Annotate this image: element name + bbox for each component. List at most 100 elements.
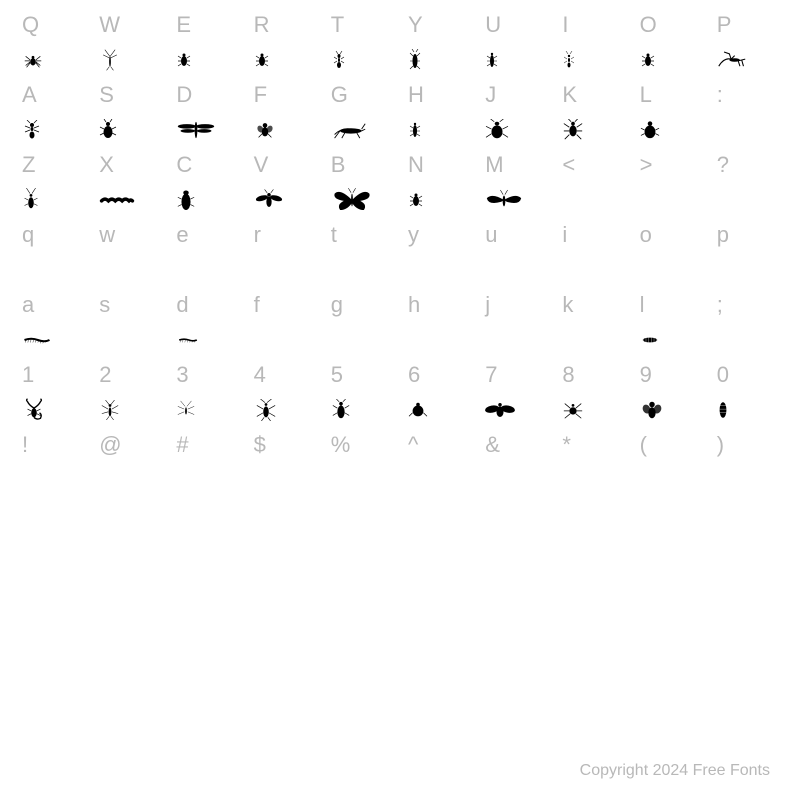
- char-label-cell: f: [246, 288, 323, 321]
- glyph-cell: [168, 113, 245, 146]
- glyph-cell: [709, 253, 786, 286]
- ant-tiny-icon: [562, 51, 576, 69]
- glyph-cell: [554, 253, 631, 286]
- char-label: O: [640, 12, 657, 38]
- char-label-cell: 8: [554, 358, 631, 391]
- char-label-cell: 5: [323, 358, 400, 391]
- glyph-cell: [91, 253, 168, 286]
- char-label-cell: <: [554, 148, 631, 181]
- char-label-cell: d: [168, 288, 245, 321]
- glyph-cell: [14, 323, 91, 356]
- char-label: Z: [22, 152, 35, 178]
- glyph-cell: [168, 463, 245, 496]
- glyph-cell: [168, 43, 245, 76]
- beetle-wide-icon: [485, 119, 509, 141]
- char-label: q: [22, 222, 34, 248]
- char-label-cell: P: [709, 8, 786, 41]
- glyph-cell: [323, 323, 400, 356]
- glyph-cell: [632, 323, 709, 356]
- glyph-cell: [477, 253, 554, 286]
- char-label-cell: Y: [400, 8, 477, 41]
- glyph-cell: [477, 393, 554, 426]
- char-label-cell: O: [632, 8, 709, 41]
- glyph-cell: [323, 43, 400, 76]
- glyph-cell: [246, 393, 323, 426]
- glyph-cell: [400, 393, 477, 426]
- glyph-cell: [168, 393, 245, 426]
- beetle-legs-icon: [562, 119, 584, 141]
- glyph-cell: [632, 393, 709, 426]
- char-label-cell: o: [632, 218, 709, 251]
- char-label-cell: T: [323, 8, 400, 41]
- char-label: 0: [717, 362, 729, 388]
- char-label: P: [717, 12, 732, 38]
- char-label: :: [717, 82, 723, 108]
- glyph-cell: [323, 113, 400, 146]
- char-label: e: [176, 222, 188, 248]
- char-label-cell: ): [709, 428, 786, 461]
- char-label: Q: [22, 12, 39, 38]
- char-label: ?: [717, 152, 729, 178]
- char-label-cell: D: [168, 78, 245, 111]
- char-label-cell: h: [400, 288, 477, 321]
- scorpion-icon: [22, 398, 46, 422]
- char-label: j: [485, 292, 490, 318]
- char-label-cell: Z: [14, 148, 91, 181]
- char-label-cell: t: [323, 218, 400, 251]
- char-label-cell: G: [323, 78, 400, 111]
- char-label-cell: J: [477, 78, 554, 111]
- char-label-cell: B: [323, 148, 400, 181]
- glyph-cell: [400, 253, 477, 286]
- glyph-cell: [554, 463, 631, 496]
- char-label: &: [485, 432, 500, 458]
- char-label: >: [640, 152, 653, 178]
- moth-icon: [485, 189, 523, 211]
- glyph-cell: [168, 253, 245, 286]
- centipede-icon: [22, 335, 52, 345]
- larva-icon: [640, 336, 660, 344]
- char-label-cell: 0: [709, 358, 786, 391]
- char-label-cell: H: [400, 78, 477, 111]
- fly-big-icon: [640, 399, 664, 421]
- char-label-cell: w: [91, 218, 168, 251]
- glyph-cell: [477, 463, 554, 496]
- cricket-icon: [254, 399, 278, 421]
- char-label: r: [254, 222, 261, 248]
- flea-icon: [408, 401, 428, 419]
- glyph-cell: [91, 393, 168, 426]
- char-label: 9: [640, 362, 652, 388]
- caterpillar-icon: [99, 194, 135, 206]
- mosquito-thin-icon: [176, 400, 196, 420]
- character-map-grid: QWERTYUIOPASDFGHJKL:ZXCVBNM<>?qwertyuiop…: [0, 0, 800, 496]
- char-label-cell: L: [632, 78, 709, 111]
- char-label-cell: (: [632, 428, 709, 461]
- char-label-cell: i: [554, 218, 631, 251]
- char-label-cell: A: [14, 78, 91, 111]
- char-label: y: [408, 222, 419, 248]
- char-label-cell: ;: [709, 288, 786, 321]
- char-label: w: [99, 222, 115, 248]
- char-label-cell: @: [91, 428, 168, 461]
- glyph-cell: [14, 393, 91, 426]
- char-label-cell: !: [14, 428, 91, 461]
- char-label: L: [640, 82, 652, 108]
- char-label: R: [254, 12, 270, 38]
- char-label: 8: [562, 362, 574, 388]
- char-label-cell: q: [14, 218, 91, 251]
- glyph-cell: [91, 183, 168, 216]
- char-label: s: [99, 292, 110, 318]
- glyph-cell: [709, 183, 786, 216]
- glyph-cell: [246, 253, 323, 286]
- char-label-cell: $: [246, 428, 323, 461]
- glyph-cell: [400, 323, 477, 356]
- beetle-thin-icon: [408, 120, 422, 140]
- glyph-cell: [14, 183, 91, 216]
- beetle-oval-icon: [99, 119, 117, 141]
- char-label: <: [562, 152, 575, 178]
- char-label: t: [331, 222, 337, 248]
- glyph-cell: [477, 43, 554, 76]
- glyph-cell: [709, 43, 786, 76]
- char-label-cell: I: [554, 8, 631, 41]
- glyph-cell: [168, 323, 245, 356]
- mantis-icon: [717, 50, 747, 70]
